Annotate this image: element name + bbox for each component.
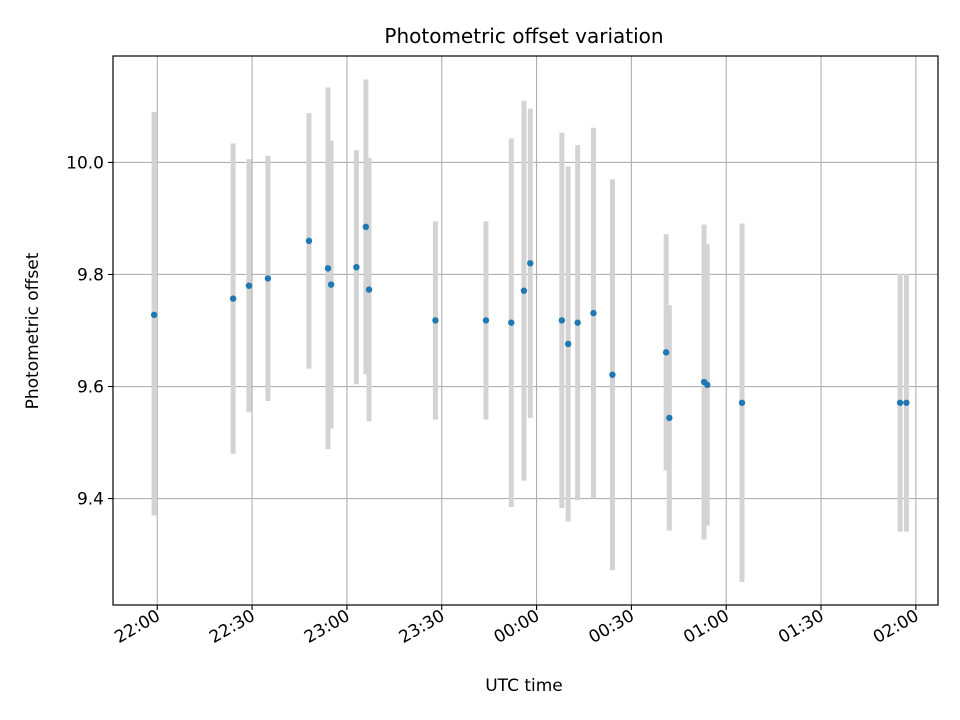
data-point [896,399,904,406]
chart-title: Photometric offset variation [384,24,663,48]
data-point [150,311,158,319]
plot-frame [112,55,939,606]
data-point [590,309,597,317]
x-axis-label: UTC time [485,676,563,696]
y-tick-label: 10.0 [66,153,104,173]
data-point [353,263,360,271]
data-point [362,223,370,231]
data-point [558,317,566,324]
data-point [245,282,253,289]
data-point [527,260,534,267]
data-point [229,295,237,302]
y-tick-label: 9.6 [77,378,104,398]
data-point [327,281,335,288]
data-point [609,371,616,378]
data-point [520,287,528,294]
data-point [666,414,673,422]
data-point [432,317,439,324]
data-point [704,381,711,389]
data-point [305,237,313,245]
data-point [662,349,670,356]
data-point [738,399,746,406]
data-points [150,223,910,422]
data-point [264,275,272,282]
data-point [482,317,490,324]
data-point [574,319,581,326]
y-axis-ticks: 9.4 9.6 9.8 10.0 [66,153,113,510]
y-tick-label: 9.8 [77,265,104,285]
data-point [324,265,332,272]
data-point [903,399,910,406]
y-axis-label: Photometric offset [23,252,43,409]
data-point [564,340,572,348]
y-tick-label: 9.4 [77,490,104,510]
data-point [508,319,515,326]
data-point [365,286,373,293]
